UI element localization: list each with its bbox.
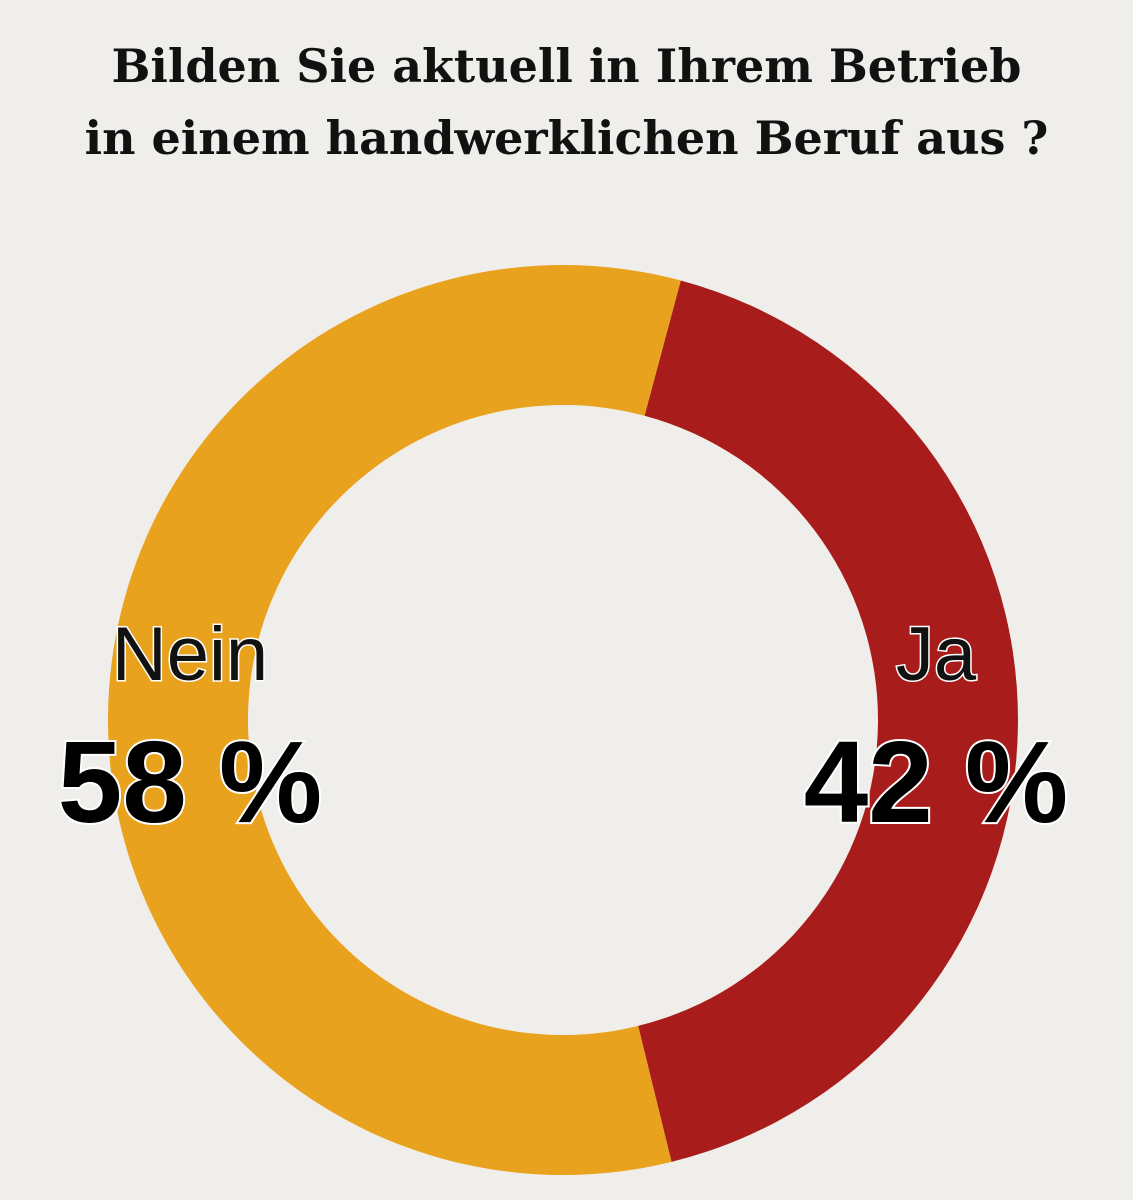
donut-slice-ja [638,280,1019,1162]
donut-slices [108,265,1019,1175]
chart-title-line-1: Bilden Sie aktuell in Ihrem Betrieb [111,39,1022,93]
slice-value-ja: 42 % [804,717,1068,847]
slice-label-ja: Ja 42 % [802,611,1070,850]
slice-name-ja: Ja [896,612,977,697]
slice-name-nein: Nein [112,612,268,697]
chart-title: Bilden Sie aktuell in Ihrem Betrieb in e… [0,30,1133,174]
donut-slice-nein [108,265,681,1175]
slice-value-nein: 58 % [58,717,322,847]
slice-label-nein: Nein 58 % [56,611,324,850]
chart-title-line-2: in einem handwerklichen Beruf aus ? [84,111,1049,165]
